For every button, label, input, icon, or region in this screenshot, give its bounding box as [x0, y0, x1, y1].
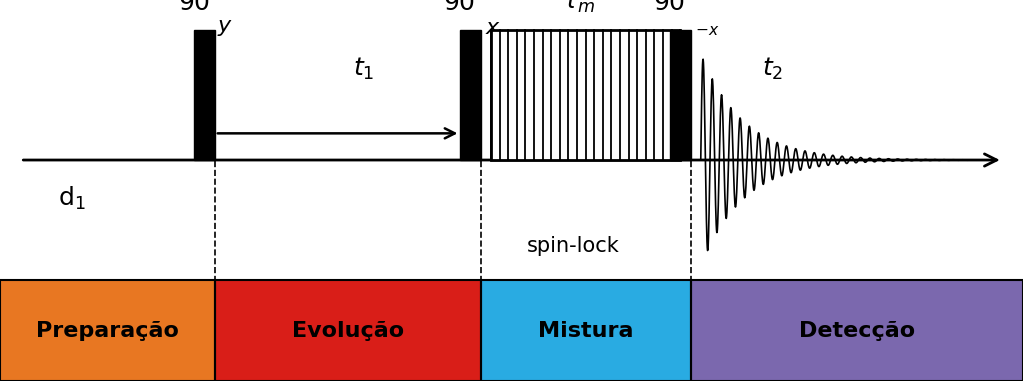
Bar	[215, 280, 481, 381]
Bar	[691, 280, 1023, 381]
Text: $y$: $y$	[217, 18, 233, 38]
Text: $t_2$: $t_2$	[762, 56, 783, 82]
Bar	[491, 30, 680, 160]
Text: $90°$: $90°$	[444, 0, 487, 15]
Bar	[670, 30, 691, 160]
Bar	[0, 280, 215, 381]
Text: $\tau_m$: $\tau_m$	[562, 0, 594, 15]
Text: $90°$: $90°$	[178, 0, 221, 15]
Text: $t_1$: $t_1$	[353, 56, 373, 82]
Bar	[481, 280, 691, 381]
Text: Evolução: Evolução	[292, 320, 404, 341]
Bar	[691, 280, 1023, 381]
Text: spin-lock: spin-lock	[527, 236, 619, 256]
Text: Detecção: Detecção	[799, 320, 915, 341]
Text: $_{-x}$: $_{-x}$	[695, 18, 719, 38]
Bar	[481, 280, 691, 381]
Text: $90°$: $90°$	[654, 0, 697, 15]
Text: $x$: $x$	[485, 18, 501, 38]
Bar	[194, 30, 215, 160]
Bar	[215, 280, 481, 381]
Text: Preparação: Preparação	[36, 320, 179, 341]
Bar	[460, 30, 481, 160]
Text: d$_1$: d$_1$	[58, 184, 85, 212]
Bar	[491, 30, 680, 160]
Text: Mistura: Mistura	[538, 320, 633, 341]
Bar	[0, 280, 215, 381]
